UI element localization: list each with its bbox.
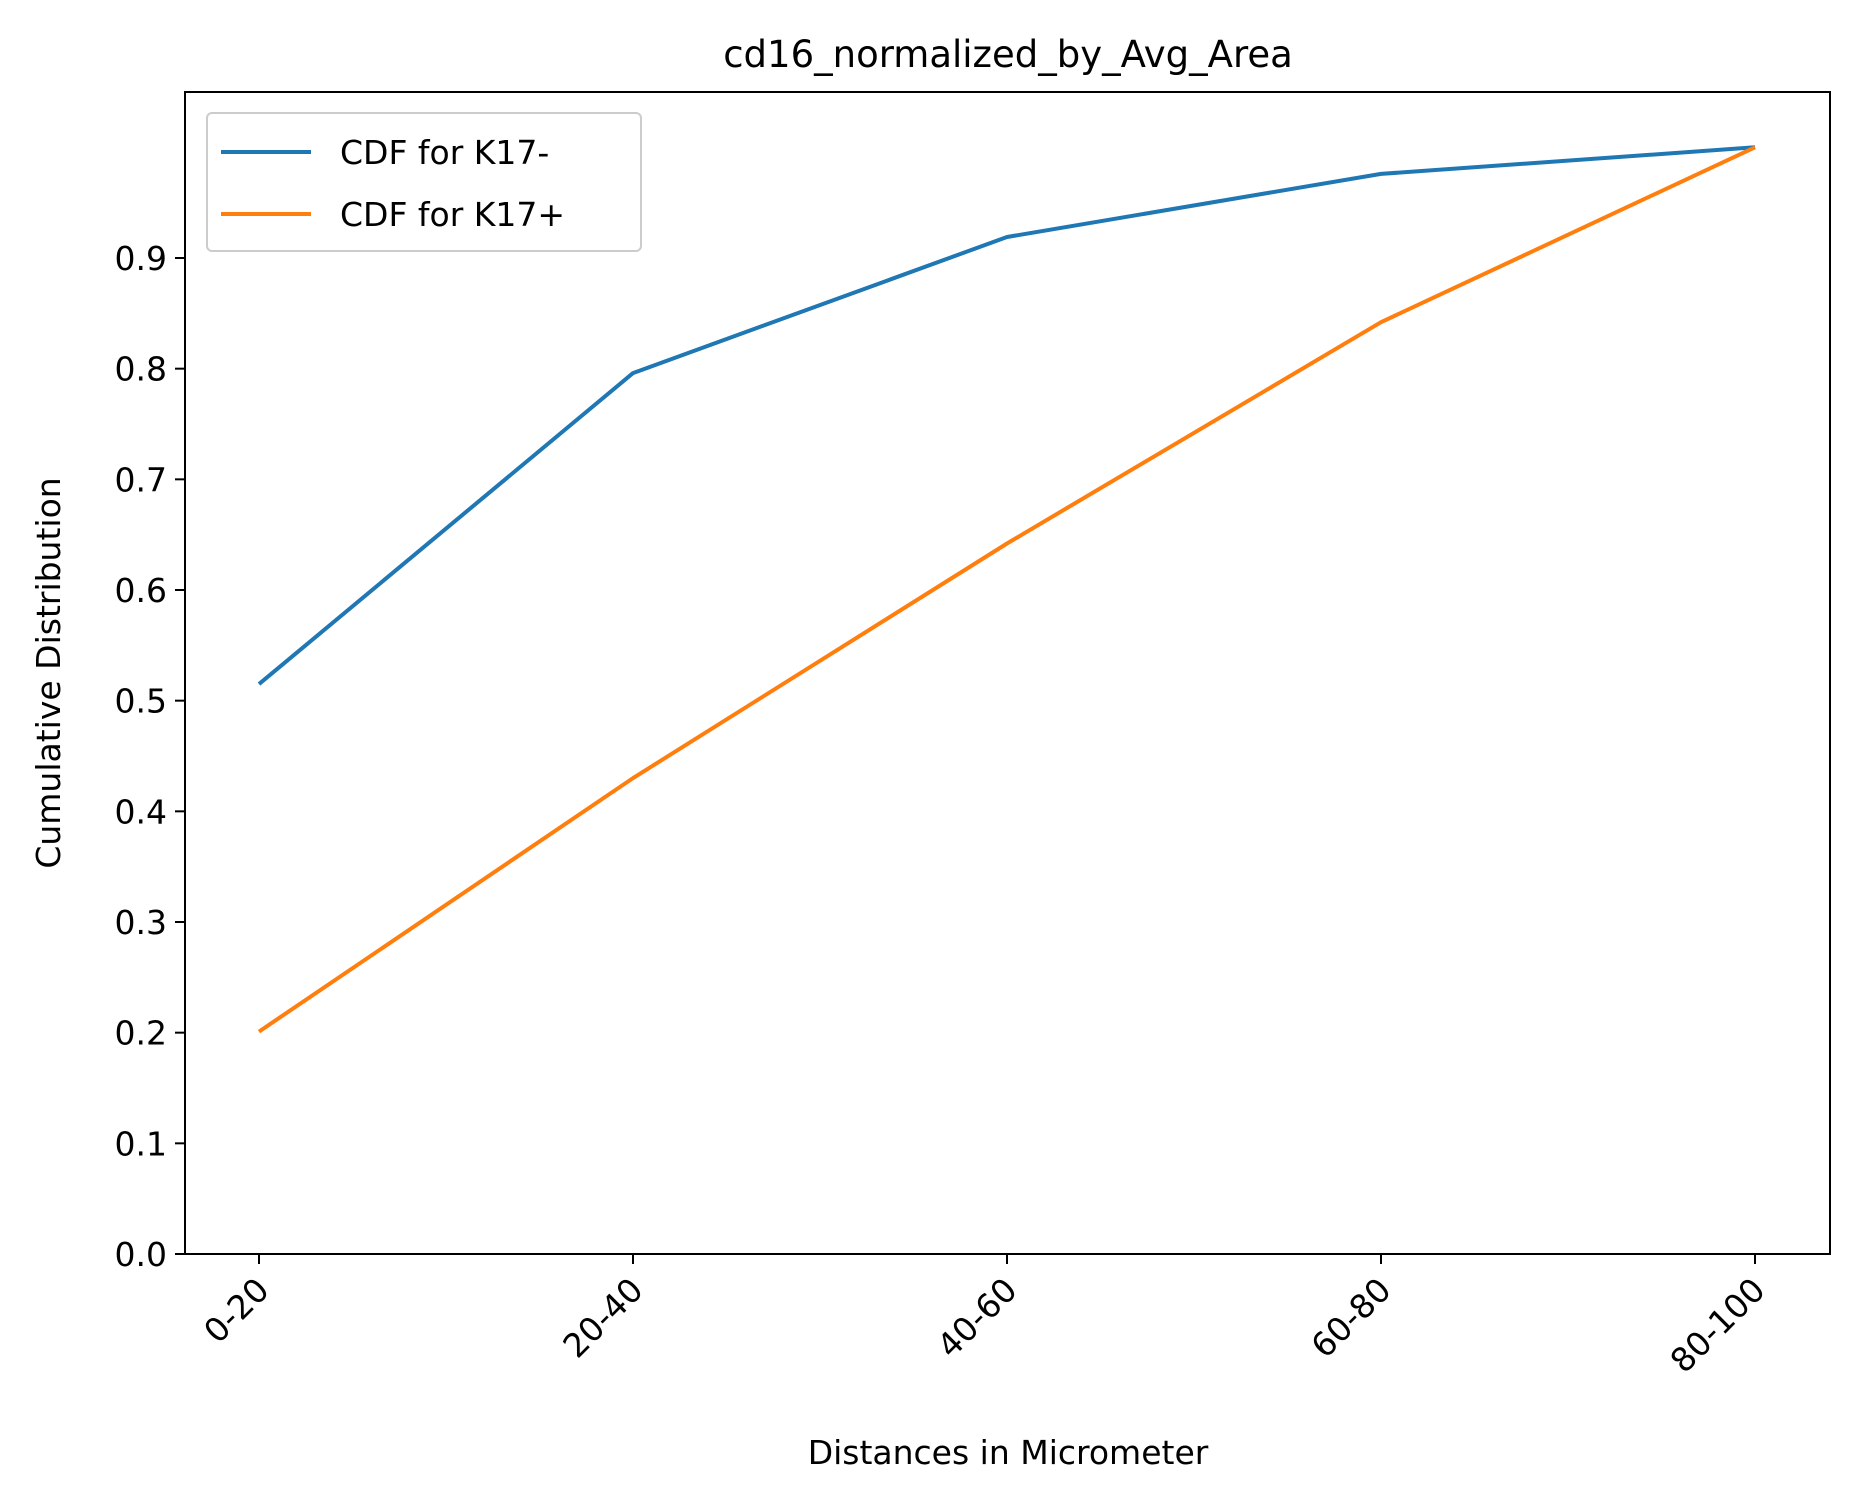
y-tick-label: 0.6 bbox=[115, 571, 167, 610]
y-tick-label: 0.2 bbox=[115, 1014, 167, 1053]
y-tick-label: 0.8 bbox=[115, 350, 167, 389]
series-line-1 bbox=[257, 145, 1756, 1034]
y-tick-label: 0.1 bbox=[115, 1124, 167, 1163]
y-tick-label: 0.5 bbox=[115, 682, 167, 721]
legend-label-k17-neg: CDF for K17- bbox=[340, 133, 549, 172]
legend-label-k17-pos: CDF for K17+ bbox=[340, 195, 565, 234]
chart-title: cd16_normalized_by_Avg_Area bbox=[723, 33, 1293, 76]
legend: CDF for K17- CDF for K17+ bbox=[206, 112, 642, 252]
y-axis: 0.0 0.1 0.2 0.3 0.4 0.5 0.6 0.7 0.8 0.9 bbox=[115, 239, 185, 1274]
legend-box bbox=[206, 112, 642, 252]
y-tick-label: 0.4 bbox=[115, 792, 167, 831]
y-tick-label: 0.7 bbox=[115, 460, 167, 499]
series-line-0 bbox=[257, 145, 1756, 686]
plot-lines bbox=[257, 145, 1756, 1034]
y-tick-label: 0.0 bbox=[115, 1235, 167, 1274]
y-tick-label: 0.3 bbox=[115, 903, 167, 942]
x-axis-label: Distances in Micrometer bbox=[808, 1433, 1209, 1472]
y-tick-label: 0.9 bbox=[115, 239, 167, 278]
y-axis-label: Cumulative Distribution bbox=[29, 477, 68, 868]
